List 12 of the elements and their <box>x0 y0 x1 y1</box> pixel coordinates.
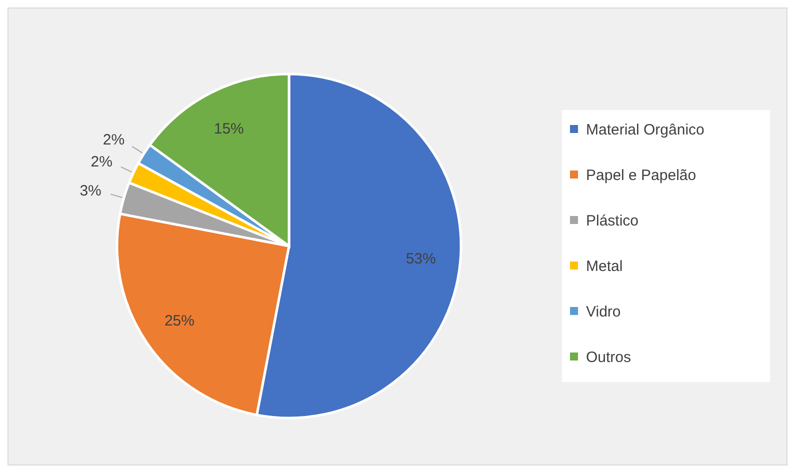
legend-label: Outros <box>586 348 632 366</box>
legend-label: Papel e Papelão <box>586 166 696 184</box>
data-label: 3% <box>80 182 102 200</box>
data-label: 15% <box>214 120 244 138</box>
data-label: 2% <box>102 131 125 148</box>
legend-label: Material Orgânico <box>586 121 704 138</box>
data-label: 53% <box>406 250 436 268</box>
legend-label: Metal <box>586 258 623 275</box>
data-label: 25% <box>164 312 194 330</box>
data-label: 2% <box>90 153 112 170</box>
legend-label: Plástico <box>586 212 639 230</box>
legend-label: Vidro <box>586 303 621 320</box>
